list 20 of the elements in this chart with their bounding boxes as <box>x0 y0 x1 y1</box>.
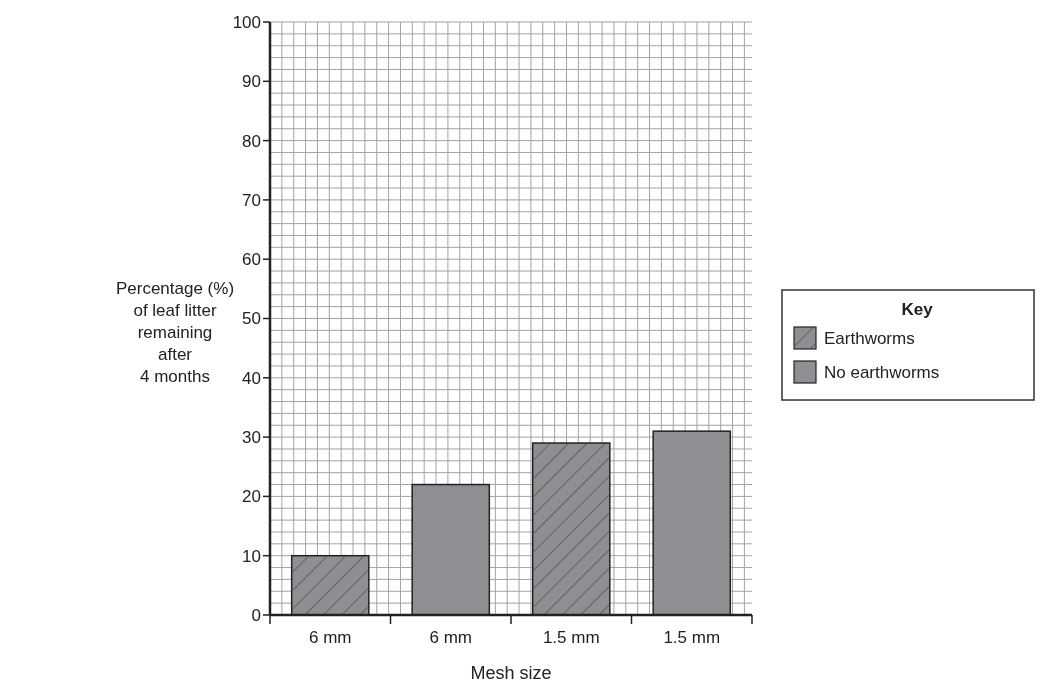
y-tick-label: 20 <box>242 487 261 507</box>
legend-label: No earthworms <box>824 362 940 382</box>
legend-label: Earthworms <box>824 328 915 348</box>
x-tick-label: 6 mm <box>309 628 352 647</box>
y-tick-label: 30 <box>242 428 261 448</box>
x-tick-label: 1.5 mm <box>542 628 600 647</box>
y-tick-label: 90 <box>242 72 261 92</box>
x-axis-title: Mesh size <box>470 663 552 683</box>
y-axis-title: Percentage (%) of leaf litter remaining after 4 months <box>115 279 235 386</box>
y-tick-label: 0 <box>251 605 261 625</box>
y-tick-label: 40 <box>242 368 261 388</box>
y-tick-label: 100 <box>232 12 261 32</box>
y-tick-label: 10 <box>242 546 261 566</box>
y-tick-label: 60 <box>242 250 261 270</box>
x-tick-label: 1.5 mm <box>663 628 721 647</box>
y-tick-label: 50 <box>242 309 261 329</box>
y-tick-label: 80 <box>242 131 261 151</box>
y-tick-label: 70 <box>242 190 261 210</box>
x-tick-label: 6 mm <box>429 628 472 647</box>
legend-title: Key <box>901 300 934 319</box>
